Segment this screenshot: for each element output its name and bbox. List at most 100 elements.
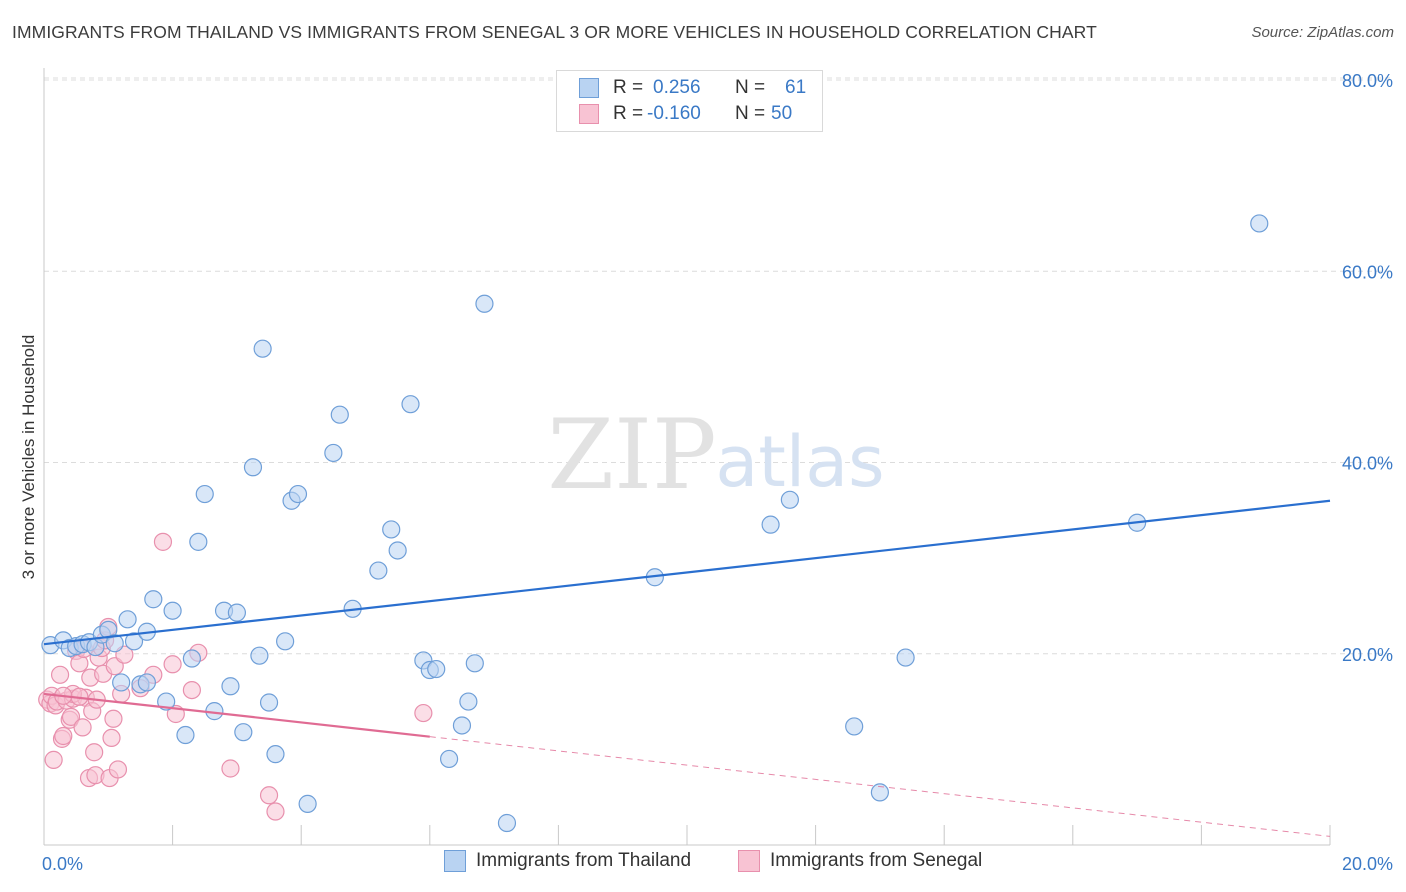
- legend-item-thailand: Immigrants from Thailand: [444, 850, 691, 872]
- senegal-point: [153, 532, 173, 551]
- thailand-point: [163, 601, 182, 620]
- senegal-point: [104, 709, 123, 728]
- thailand-point: [401, 395, 420, 414]
- n-label: N =: [735, 103, 766, 124]
- y-tick-label: 40.0%: [1342, 454, 1393, 474]
- thailand-point: [382, 520, 401, 539]
- senegal-point: [414, 703, 433, 723]
- senegal-swatch: [738, 850, 760, 872]
- series-thailand: [41, 214, 1269, 833]
- thailand-point: [870, 783, 890, 802]
- thailand-point: [459, 692, 478, 711]
- thailand-point: [176, 725, 195, 745]
- thailand-point: [234, 723, 253, 742]
- axes: [43, 68, 1331, 846]
- r-value: -0.160: [647, 103, 701, 124]
- n-label: N =: [735, 77, 766, 98]
- legend-row-senegal: R = -0.160 N = 50: [579, 101, 792, 127]
- thailand-point: [845, 717, 864, 736]
- thailand-point: [221, 677, 240, 696]
- thailand-trend-line: [43, 499, 1331, 646]
- trend-lines: [43, 499, 1331, 837]
- chart-title: IMMIGRANTS FROM THAILAND VS IMMIGRANTS F…: [12, 22, 1097, 42]
- watermark: ZIP atlas: [547, 399, 884, 511]
- senegal-swatch: [579, 104, 599, 124]
- thailand-point: [465, 654, 484, 673]
- thailand-point: [1250, 214, 1269, 233]
- senegal-point: [44, 750, 63, 769]
- thailand-point: [157, 692, 176, 711]
- senegal-point: [50, 665, 70, 684]
- thailand-point: [497, 813, 517, 833]
- thailand-point: [195, 484, 214, 504]
- legend-stats: R = 0.256 N = 61 R = -0.160 N = 50: [556, 70, 823, 132]
- legend-row-thailand: R = 0.256 N = 61: [579, 75, 806, 101]
- thailand-point: [105, 634, 124, 653]
- thailand-point: [439, 749, 459, 769]
- senegal-point: [266, 802, 285, 821]
- thailand-point: [124, 632, 144, 651]
- senegal-point: [73, 718, 92, 737]
- legend-series: Immigrants from Thailand Immigrants from…: [0, 850, 1406, 878]
- thailand-point: [112, 673, 131, 692]
- y-tick-label: 20.0%: [1342, 645, 1393, 665]
- senegal-point: [85, 743, 104, 762]
- thailand-point: [388, 541, 407, 560]
- senegal-point: [108, 760, 128, 779]
- r-label: R =: [613, 103, 644, 124]
- senegal-point: [182, 680, 201, 700]
- senegal-point: [221, 759, 240, 778]
- thailand-point: [118, 610, 137, 629]
- senegal-trend-line: [43, 692, 430, 738]
- senegal-point: [102, 728, 121, 748]
- legend-item-senegal: Immigrants from Senegal: [738, 850, 982, 872]
- thailand-swatch: [444, 850, 466, 872]
- thailand-point: [144, 590, 163, 609]
- thailand-point: [896, 648, 915, 667]
- n-value: 61: [785, 77, 807, 98]
- thailand-swatch: [579, 78, 599, 98]
- gridlines: [44, 77, 1392, 655]
- thailand-point: [253, 339, 272, 358]
- source-label: Source: ZipAtlas.com: [1251, 24, 1394, 41]
- tick-labels: 20.0% 40.0% 60.0% 80.0% 0.0% 20.0%: [42, 71, 1393, 874]
- thailand-point: [266, 745, 285, 764]
- senegal-point: [163, 655, 182, 674]
- x-tick-label: 0.0%: [42, 854, 83, 874]
- thailand-point: [182, 649, 201, 668]
- senegal-point: [259, 786, 279, 805]
- thailand-point: [276, 632, 295, 651]
- thailand-point: [189, 532, 208, 551]
- thailand-point: [475, 294, 494, 313]
- n-value: 50: [771, 103, 793, 124]
- r-value: 0.256: [653, 77, 701, 98]
- thailand-point: [227, 603, 246, 622]
- senegal-point: [54, 726, 73, 746]
- thailand-point: [250, 646, 269, 665]
- thailand-point: [137, 673, 156, 692]
- legend-label: Immigrants from Thailand: [476, 850, 692, 871]
- watermark-zip: ZIP: [547, 399, 716, 511]
- thailand-point: [330, 405, 349, 424]
- thailand-point: [427, 659, 446, 679]
- thailand-point: [761, 515, 780, 534]
- y-tick-label: 60.0%: [1342, 262, 1393, 282]
- y-tick-label: 80.0%: [1342, 71, 1393, 91]
- thailand-point: [780, 490, 799, 509]
- watermark-atlas: atlas: [715, 421, 884, 503]
- x-tick-label: 20.0%: [1342, 854, 1393, 874]
- thailand-point: [288, 484, 308, 504]
- y-axis-label: 3 or more Vehicles in Household: [19, 335, 38, 580]
- r-label: R =: [613, 77, 644, 98]
- thailand-point: [369, 561, 388, 580]
- senegal-point: [61, 707, 81, 726]
- series-senegal: [38, 532, 433, 821]
- thailand-point: [298, 794, 317, 813]
- thailand-point: [452, 716, 472, 735]
- thailand-point: [259, 693, 279, 712]
- thailand-point: [324, 443, 343, 463]
- senegal-trend-extension: [429, 736, 1331, 837]
- thailand-point: [243, 458, 263, 477]
- legend-label: Immigrants from Senegal: [770, 850, 983, 871]
